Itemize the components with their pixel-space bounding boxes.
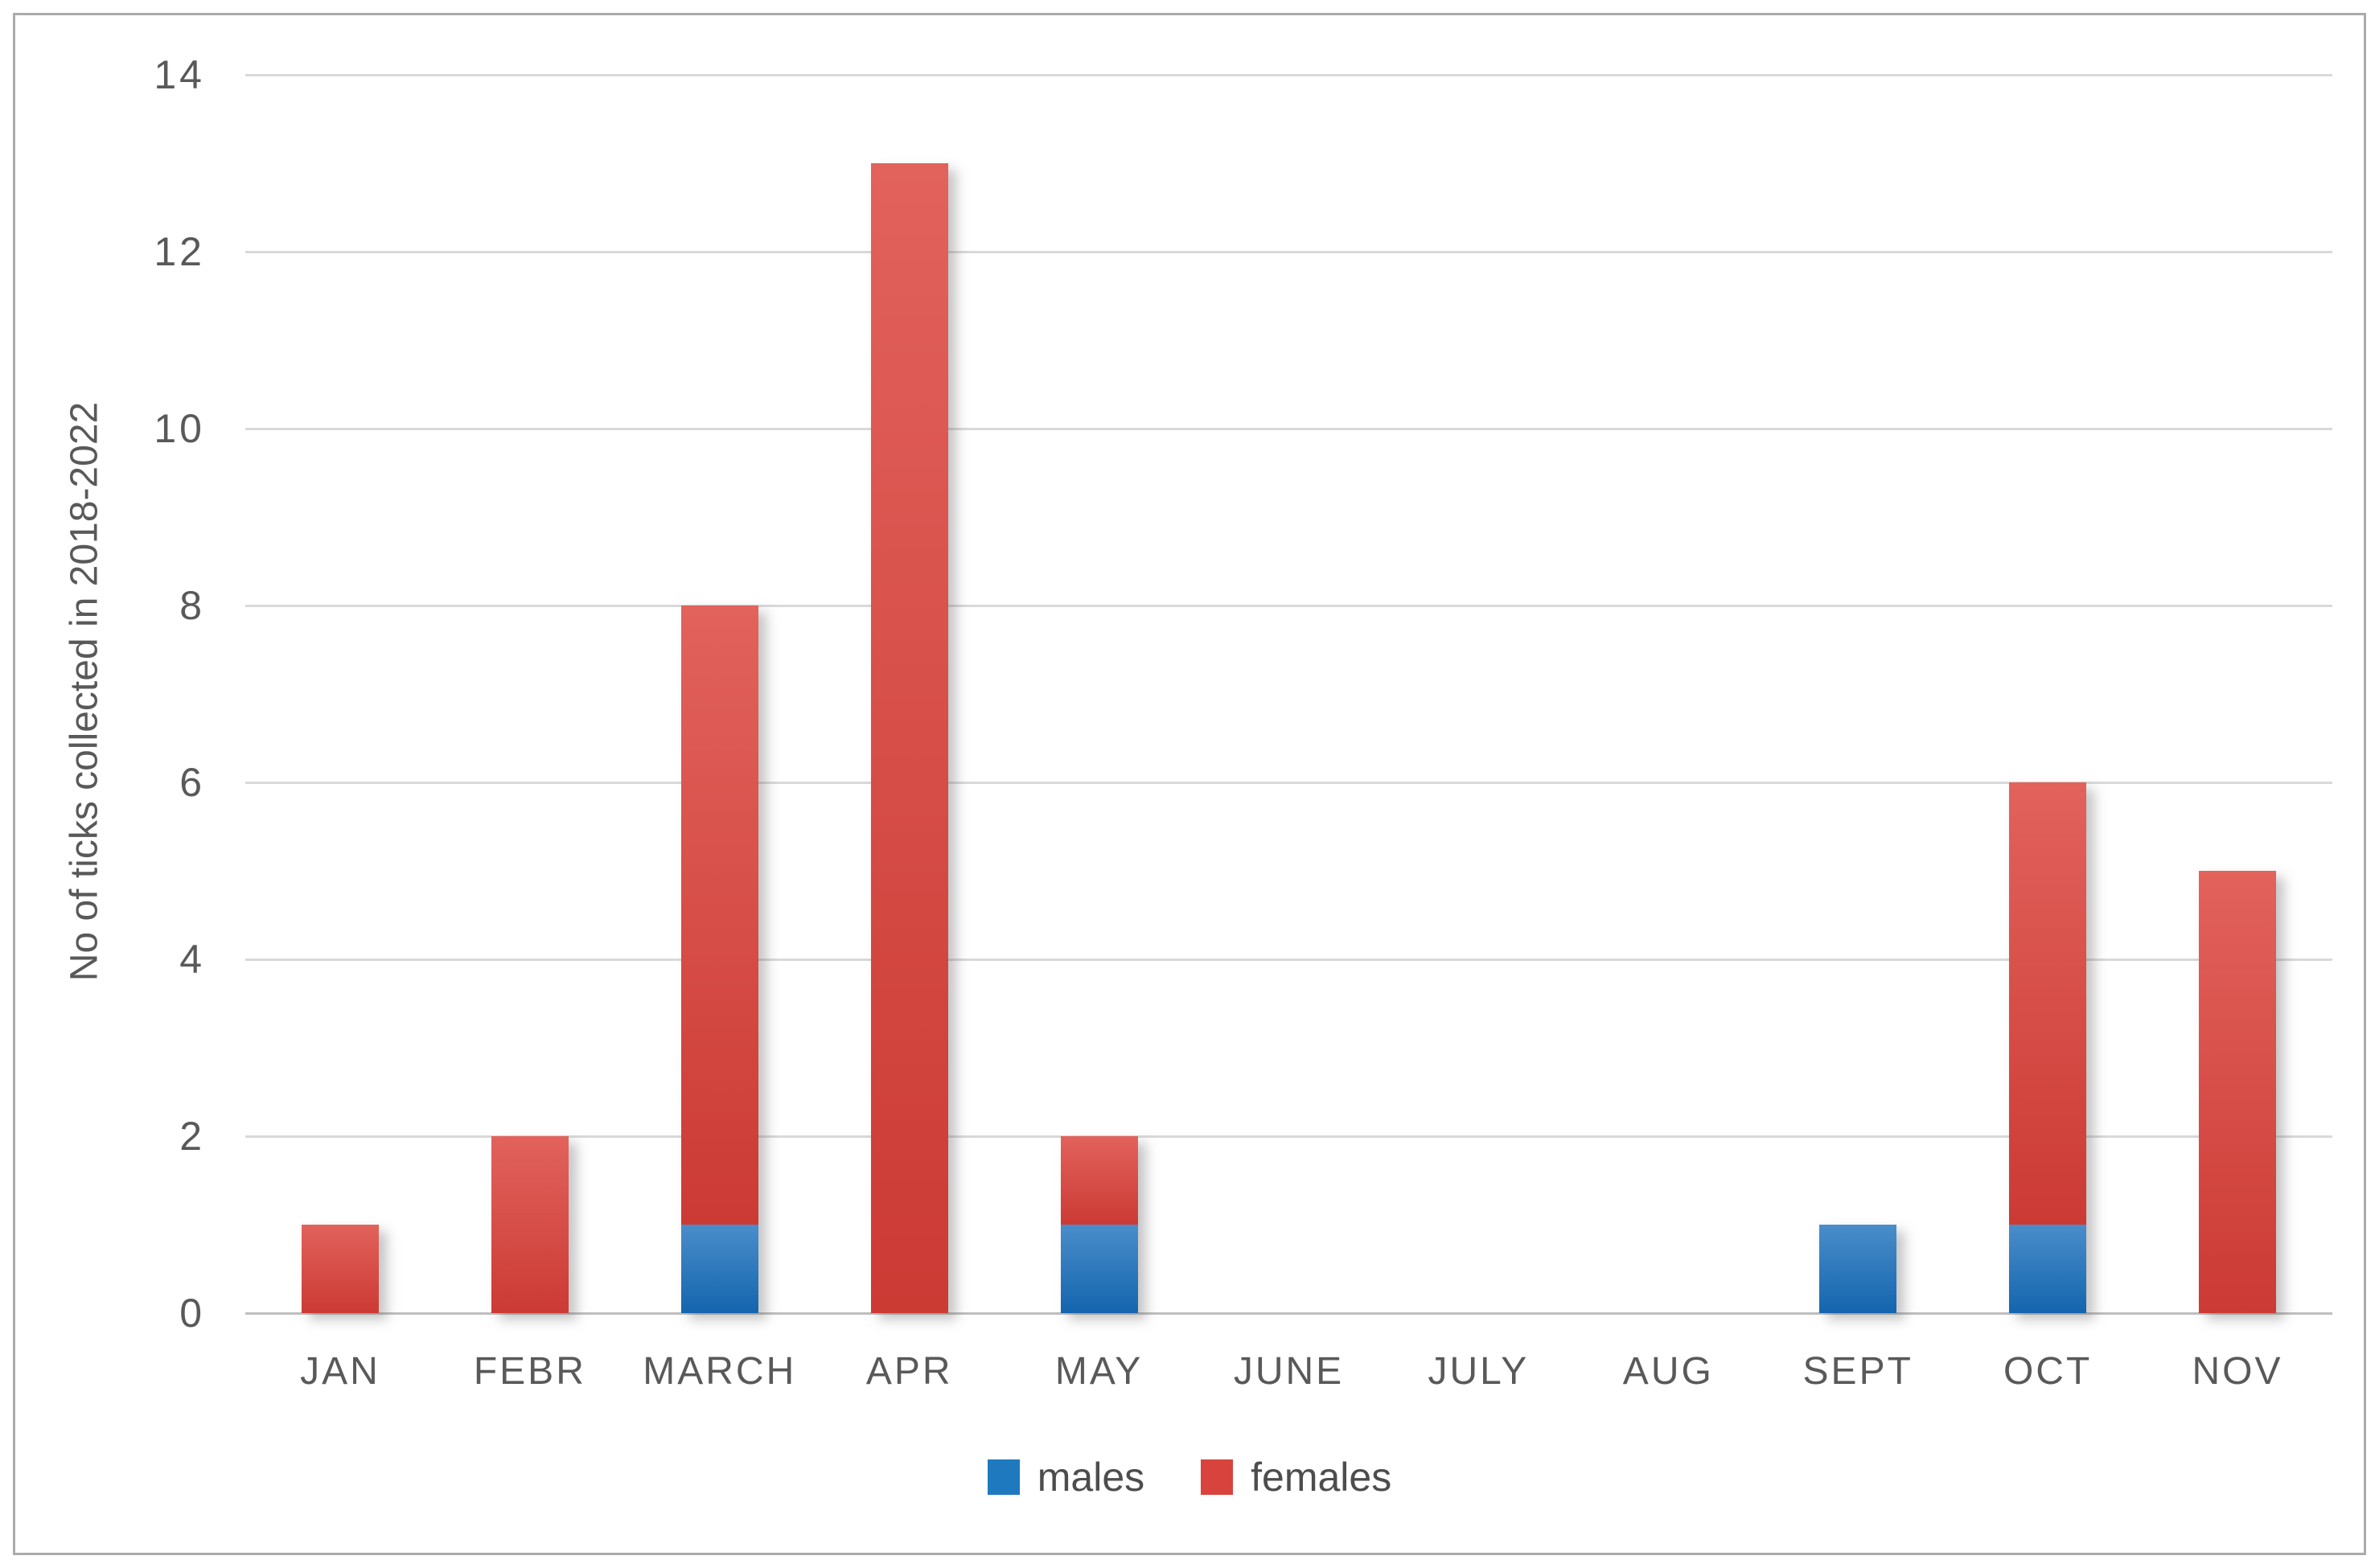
gridline — [245, 251, 2332, 253]
bar-segment-males — [1819, 1225, 1897, 1313]
legend-item-females: females — [1201, 1454, 1391, 1500]
figure-border-frame — [13, 13, 2366, 1555]
legend-label-males: males — [1037, 1455, 1145, 1500]
legend-item-males: males — [987, 1454, 1145, 1500]
y-axis-title: No of ticks collected in 2018-2022 — [63, 401, 106, 982]
plot-area — [245, 74, 2332, 1315]
x-tick-label-june: JUNE — [1233, 1350, 1345, 1393]
gridline — [245, 428, 2332, 430]
bar-segment-females — [2199, 871, 2277, 1313]
bar-segment-females — [870, 163, 948, 1313]
y-tick-label: 10 — [154, 406, 205, 451]
bar-apr — [870, 163, 948, 1313]
bar-jan — [301, 1225, 379, 1313]
bar-segment-females — [1060, 1136, 1138, 1225]
gridline — [245, 1135, 2332, 1138]
y-tick-label: 2 — [179, 1114, 205, 1159]
y-tick-label: 12 — [154, 229, 205, 274]
x-tick-label-jan: JAN — [300, 1350, 380, 1393]
y-tick-label: 8 — [179, 583, 205, 628]
bar-segment-males — [1060, 1225, 1138, 1313]
gridline — [245, 74, 2332, 76]
females-swatch-icon — [1201, 1459, 1234, 1495]
bar-segment-females — [491, 1136, 569, 1313]
y-tick-label: 14 — [154, 52, 205, 97]
bar-oct — [2009, 782, 2087, 1313]
x-tick-label-sept: SEPT — [1802, 1350, 1913, 1393]
gridline — [245, 605, 2332, 607]
bar-sept — [1819, 1225, 1897, 1313]
y-tick-label: 0 — [179, 1291, 205, 1336]
x-tick-label-apr: APR — [865, 1350, 953, 1393]
bar-segment-males — [2009, 1225, 2087, 1313]
x-tick-label-aug: AUG — [1622, 1350, 1714, 1393]
bar-march — [680, 605, 758, 1313]
bar-segment-males — [680, 1225, 758, 1313]
gridline — [245, 958, 2332, 961]
y-tick-label: 6 — [179, 760, 205, 805]
x-axis-baseline — [245, 1312, 2332, 1315]
bar-segment-females — [2009, 782, 2087, 1225]
x-tick-label-march: MARCH — [643, 1350, 797, 1393]
bar-nov — [2199, 871, 2277, 1313]
y-tick-label: 4 — [179, 937, 205, 982]
legend: males females — [0, 1454, 2379, 1500]
x-tick-label-july: JULY — [1428, 1350, 1530, 1393]
bar-segment-females — [301, 1225, 379, 1313]
legend-label-females: females — [1251, 1455, 1392, 1500]
gridline — [245, 782, 2332, 784]
males-swatch-icon — [987, 1459, 1020, 1495]
x-tick-label-nov: NOV — [2192, 1350, 2283, 1393]
bar-febr — [491, 1136, 569, 1313]
x-tick-label-oct: OCT — [2003, 1350, 2093, 1393]
x-tick-label-may: MAY — [1054, 1350, 1144, 1393]
bar-may — [1060, 1136, 1138, 1313]
bar-segment-females — [680, 605, 758, 1225]
x-tick-label-febr: FEBR — [473, 1350, 586, 1393]
